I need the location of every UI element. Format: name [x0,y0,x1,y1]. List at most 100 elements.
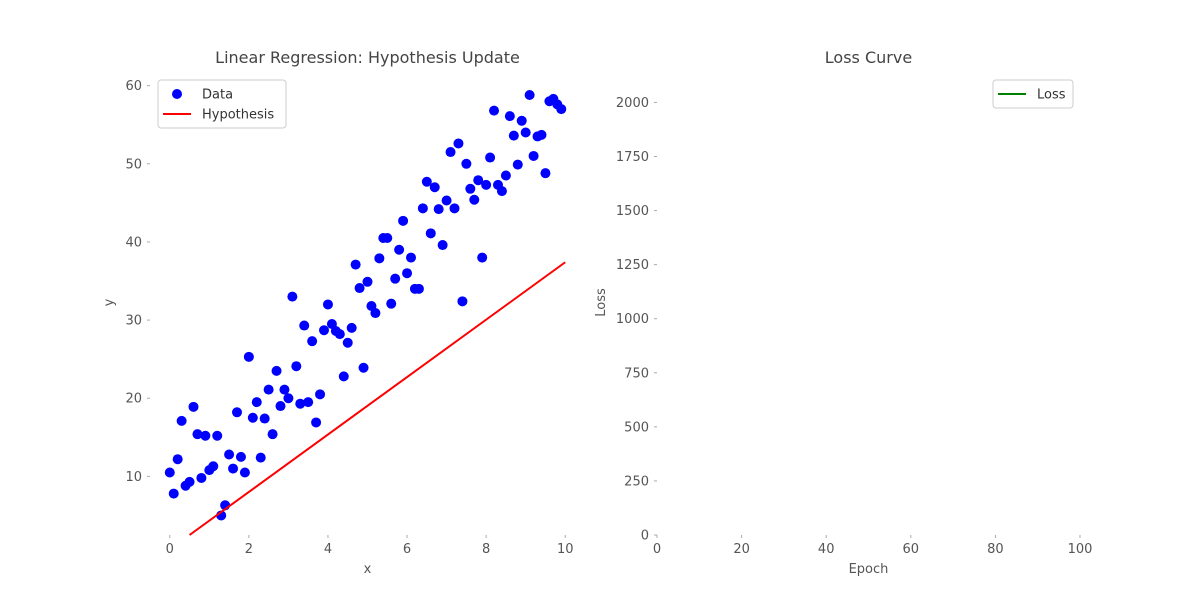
data-point [243,351,254,362]
data-point [370,308,381,319]
y-tick-label: 30 [125,314,142,329]
data-point [441,195,452,206]
data-point [346,322,357,333]
data-point [200,430,211,441]
data-point [433,204,444,215]
data-point [358,362,369,373]
data-point [164,467,175,478]
data-point [417,203,428,214]
y-tick-label: 500 [624,420,649,435]
data-point [192,429,203,440]
data-point [299,320,310,331]
data-point [247,412,258,423]
data-point [322,299,333,310]
data-point [224,449,235,460]
data-point [259,413,270,424]
hypothesis-line [188,261,566,536]
data-point [437,240,448,251]
data-point [184,476,195,487]
data-point [524,90,535,101]
data-point [457,296,468,307]
data-point [461,158,472,169]
y-tick-label: 1000 [616,312,649,327]
data-point [303,397,314,408]
x-tick-label: 4 [324,542,332,557]
data-point [390,273,401,284]
x-tick-label: 60 [903,542,920,557]
data-point [307,336,318,347]
data-point [188,401,199,412]
legend-marker [172,89,182,99]
legend-entry: Loss [1037,88,1066,103]
data-point [334,329,345,340]
data-point [208,461,219,472]
data-point [235,451,246,462]
data-point [255,452,266,463]
x-tick-label: 6 [403,542,411,557]
data-point [275,401,286,412]
legend-entry: Hypothesis [202,108,274,123]
data-point [469,194,480,205]
x-axis-label: Epoch [849,562,889,577]
data-point [267,429,278,440]
data-point [402,268,413,279]
data-point [500,170,511,181]
data-point [228,463,239,474]
data-point [287,291,298,302]
data-point [168,488,179,499]
x-tick-label: 0 [166,542,174,557]
data-point [251,397,262,408]
data-point [520,127,531,138]
data-point [350,259,361,270]
data-point [342,337,353,348]
data-point [508,130,519,141]
data-point [504,111,515,122]
y-tick-label: 1750 [616,150,649,165]
data-point [485,152,496,163]
x-tick-label: 100 [1068,542,1093,557]
data-point [382,233,393,244]
data-point [540,168,551,179]
data-point [315,389,326,400]
x-tick-label: 10 [557,542,574,557]
data-point [516,115,527,126]
legend-box [992,79,1074,109]
data-point [196,472,207,483]
data-point [512,159,523,170]
data-point [338,371,349,382]
x-tick-label: 20 [733,542,750,557]
data-point [172,454,183,465]
data-point [239,467,250,478]
regression-chart: Linear Regression: Hypothesis Update 0 2 4 6… [102,48,574,577]
data-point [374,253,385,264]
x-tick-label: 2 [245,542,253,557]
data-point [398,215,409,226]
x-tick-label: 80 [987,542,1004,557]
y-tick-label: 10 [125,470,142,485]
data-point [429,182,440,193]
data-point [212,430,223,441]
data-point [413,283,424,294]
data-point [528,150,539,161]
legend-box [157,79,287,129]
data-point [386,298,397,309]
data-point [465,183,476,194]
data-point [556,104,567,115]
data-point [394,244,405,255]
y-tick-label: 750 [624,366,649,381]
y-tick-label: 1250 [616,258,649,273]
data-point [449,203,460,214]
y-tick-label: 250 [624,474,649,489]
data-point [406,252,416,263]
data-point [279,384,290,395]
data-point [477,252,488,263]
data-point [311,417,322,428]
y-tick-label: 40 [125,235,142,250]
data-point [283,393,294,404]
data-point [232,407,242,418]
y-tick-label: 50 [125,157,142,172]
data-point [445,147,456,158]
data-point [453,138,464,149]
